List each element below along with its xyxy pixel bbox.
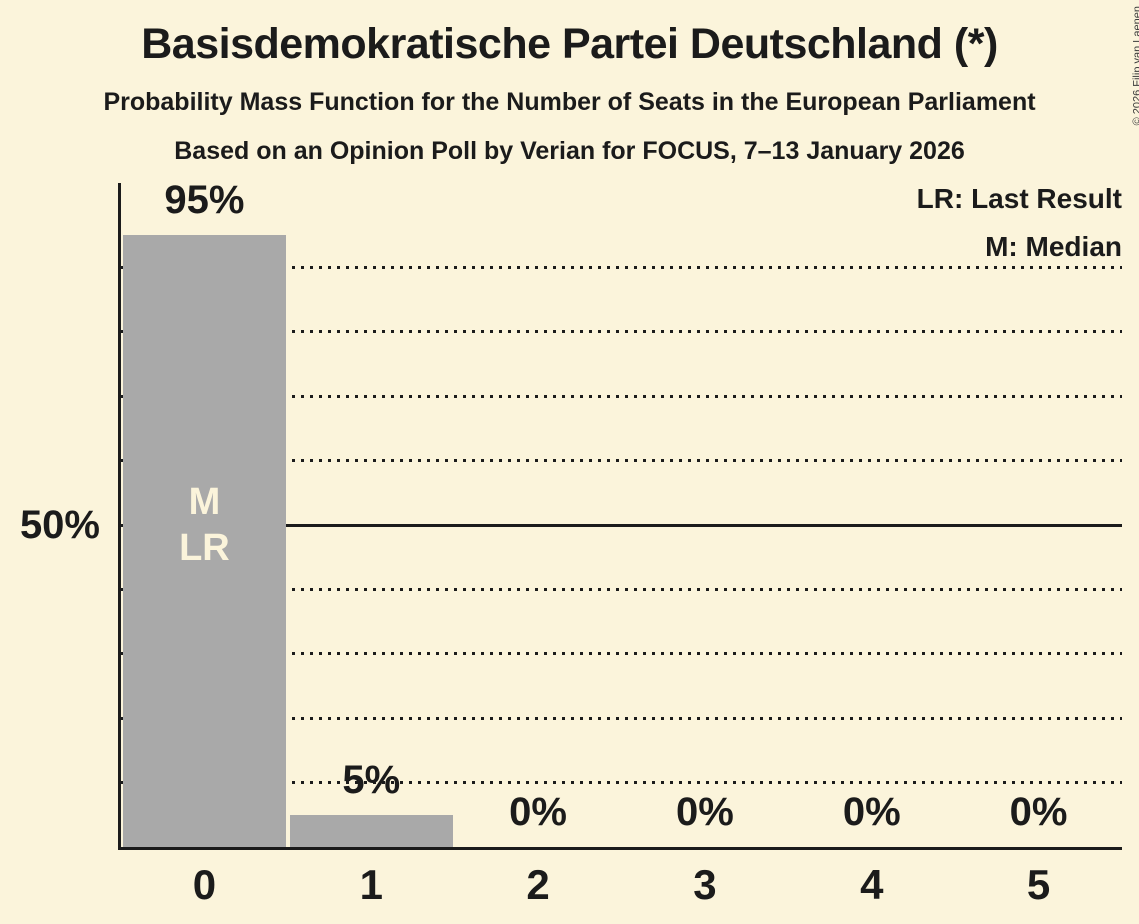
gridline-20-dotted [121, 716, 1122, 720]
bar-value-label-4: 0% [842, 790, 901, 834]
chart-title: Basisdemokratische Partei Deutschland (*… [141, 20, 998, 68]
x-tick-label-0: 0 [192, 861, 217, 908]
gridline-50-solid [121, 523, 1122, 527]
x-tick-label-2: 2 [526, 861, 550, 908]
gridline-30-dotted [121, 652, 1122, 656]
x-tick-label-1: 1 [359, 861, 383, 908]
bar-value-label-2: 0% [509, 790, 567, 834]
legend-last-result: LR: Last Result [916, 183, 1122, 214]
chart-subtitle: Probability Mass Function for the Number… [103, 88, 1036, 116]
legend-median: M: Median [985, 231, 1122, 262]
chart-source-line: Based on an Opinion Poll by Verian for F… [174, 137, 965, 165]
x-tick-label-4: 4 [860, 861, 884, 908]
gridline-40-dotted [121, 587, 1122, 591]
bar-value-label-1: 5% [342, 757, 401, 802]
bar-seats-1 [289, 814, 453, 847]
y-axis-tick-label: 50% [19, 503, 100, 547]
gridline-90-dotted [121, 265, 1122, 269]
gridline-60-dotted [121, 459, 1122, 463]
bar-value-label-0: 95% [164, 178, 245, 223]
bar-value-label-5: 0% [1009, 790, 1068, 834]
x-tick-label-5: 5 [1026, 861, 1051, 908]
bar-seats-0 [123, 235, 286, 847]
x-tick-label-3: 3 [693, 861, 717, 908]
gridline-70-dotted [121, 394, 1122, 398]
gridline-10-dotted [121, 781, 1122, 785]
median-last-result-annotation: M LR [179, 481, 230, 569]
chart-legend: LR: Last Result M: Median [917, 184, 1122, 280]
plot-area: 95% M LR 0 5% 1 0% 2 0% 3 0% 4 0% 5 [118, 178, 1122, 908]
copyright-notice: © 2026 Filip van Laenen [1131, 6, 1139, 125]
bar-value-label-3: 0% [676, 790, 734, 834]
gridline-80-dotted [121, 330, 1122, 334]
